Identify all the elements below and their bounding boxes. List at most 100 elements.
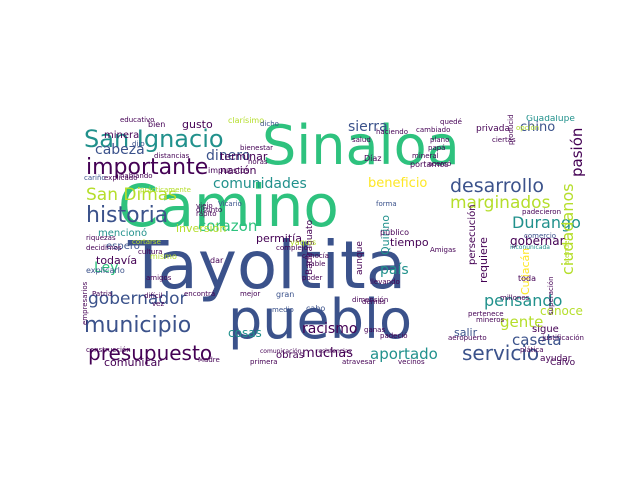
cloud-word: empresarios	[81, 281, 89, 325]
cloud-word: Patria	[92, 290, 113, 298]
cloud-word: cambiado	[416, 126, 451, 134]
cloud-word: cortarse	[132, 238, 161, 246]
cloud-word: Vicario	[218, 200, 242, 208]
cloud-word: horas	[248, 158, 268, 166]
cloud-word: complejo	[276, 244, 308, 252]
cloud-word: Durango	[512, 213, 581, 232]
cloud-word: gobernar	[510, 234, 565, 248]
cloud-word: amigos	[146, 274, 172, 282]
cloud-word: mismo	[150, 252, 177, 261]
cloud-word: cabeza	[95, 142, 145, 158]
cloud-word: llevando	[370, 278, 400, 286]
cloud-word: primera	[250, 358, 278, 366]
cloud-word: inconunicada	[510, 244, 550, 251]
cloud-word: construcción	[86, 346, 131, 354]
cloud-word: atravesar	[342, 358, 376, 366]
cloud-word: forma	[376, 200, 397, 208]
cloud-word: presupuesto	[88, 341, 213, 365]
cloud-word: plática	[520, 346, 544, 354]
cloud-word: portarnos	[410, 160, 449, 169]
cloud-word: Culiacán	[519, 247, 532, 295]
cloud-word: todavía	[96, 254, 138, 267]
cloud-word: Amigas	[430, 246, 456, 254]
cloud-word: espero	[106, 241, 140, 252]
cloud-word: medio	[272, 306, 294, 314]
cloud-word: cultura	[138, 248, 163, 256]
cloud-word: servicio	[462, 341, 540, 365]
cloud-word: prácticamente	[140, 186, 191, 194]
cloud-word: vez	[152, 300, 165, 308]
cloud-word: pensando	[484, 291, 563, 310]
cloud-word: quedé	[440, 118, 462, 126]
cloud-word: pasión	[568, 127, 586, 177]
cloud-word: ganas	[364, 326, 386, 334]
cloud-word: corazón	[198, 217, 258, 235]
cloud-word: beneficio	[368, 176, 428, 191]
cloud-word: superación	[547, 276, 555, 315]
cloud-word: Sinaloa	[262, 115, 460, 177]
cloud-word: distinto	[196, 206, 223, 214]
cloud-word: desarrollo	[450, 175, 544, 197]
cloud-word: inversión	[176, 222, 227, 235]
cloud-word: opción	[516, 124, 540, 132]
cloud-word: comercio	[524, 232, 557, 240]
cloud-word: viejo	[196, 202, 213, 210]
cloud-word: salir	[454, 326, 478, 339]
cloud-word: privada	[476, 124, 510, 134]
cloud-word: cariño	[84, 174, 106, 182]
cloud-word: nación	[220, 164, 257, 177]
cloud-word: clarísimo	[228, 116, 265, 125]
cloud-word: decidimos	[86, 244, 122, 252]
cloud-word: conocía	[302, 252, 329, 260]
cloud-word: hablando	[120, 172, 153, 180]
cloud-word: bienestar	[240, 144, 273, 152]
cloud-word: educativo	[120, 116, 155, 124]
cloud-word: ayudar	[540, 354, 572, 364]
cloud-word: yaquis	[290, 238, 317, 247]
cloud-word: difícil	[144, 292, 163, 300]
cloud-word: gobernador	[88, 289, 187, 309]
cloud-word: acercó	[428, 160, 452, 168]
cloud-word: papá	[428, 144, 446, 152]
cloud-word: requiere	[477, 237, 490, 283]
cloud-word: Díaz	[364, 154, 382, 163]
cloud-word: distancias	[154, 152, 190, 160]
cloud-word: resistencias	[316, 348, 352, 355]
cloud-word: rápito	[196, 210, 217, 218]
cloud-word: conoce	[540, 304, 583, 318]
cloud-word: justificación	[542, 334, 584, 342]
cloud-word: gusto	[182, 118, 213, 131]
cloud-word: demás	[362, 298, 386, 306]
cloud-word: aunque	[355, 241, 365, 275]
cloud-word: salud	[352, 136, 371, 144]
cloud-word: explicado	[104, 174, 138, 182]
cloud-word: millones	[500, 294, 530, 302]
cloud-word: sierra	[348, 119, 388, 135]
cloud-word: haciendo	[376, 128, 408, 136]
cloud-word: vecinos	[398, 358, 425, 366]
cloud-word: bien	[148, 120, 166, 129]
cloud-word: minera	[104, 130, 140, 141]
cloud-word: aportado	[370, 345, 438, 363]
cloud-word: muchas	[302, 346, 354, 361]
cloud-word: riquezas	[86, 234, 116, 242]
cloud-word: explicarlo	[86, 266, 125, 275]
cloud-word: gran	[276, 290, 295, 299]
cloud-word: comunicar	[104, 356, 162, 369]
cloud-word: historia	[86, 203, 169, 228]
cloud-word: poder	[302, 274, 323, 282]
cloud-word: San Ignacio	[84, 125, 224, 153]
cloud-word: dicho	[260, 120, 279, 128]
cloud-word: chino	[520, 120, 556, 135]
cloud-word: pueblo	[228, 288, 413, 351]
cloud-word: municipio	[84, 313, 192, 338]
cloud-word: Guadalupe	[526, 115, 575, 124]
cloud-word: mencionó	[98, 228, 148, 239]
cloud-word: terminar	[220, 150, 268, 163]
cloud-word: caseta	[512, 331, 562, 349]
cloud-word: cabo	[306, 304, 326, 313]
cloud-word: Calvo	[550, 358, 576, 368]
cloud-word: padeció	[380, 332, 408, 340]
cloud-word: dijo	[132, 140, 145, 148]
cloud-word: tiempo	[390, 236, 429, 249]
